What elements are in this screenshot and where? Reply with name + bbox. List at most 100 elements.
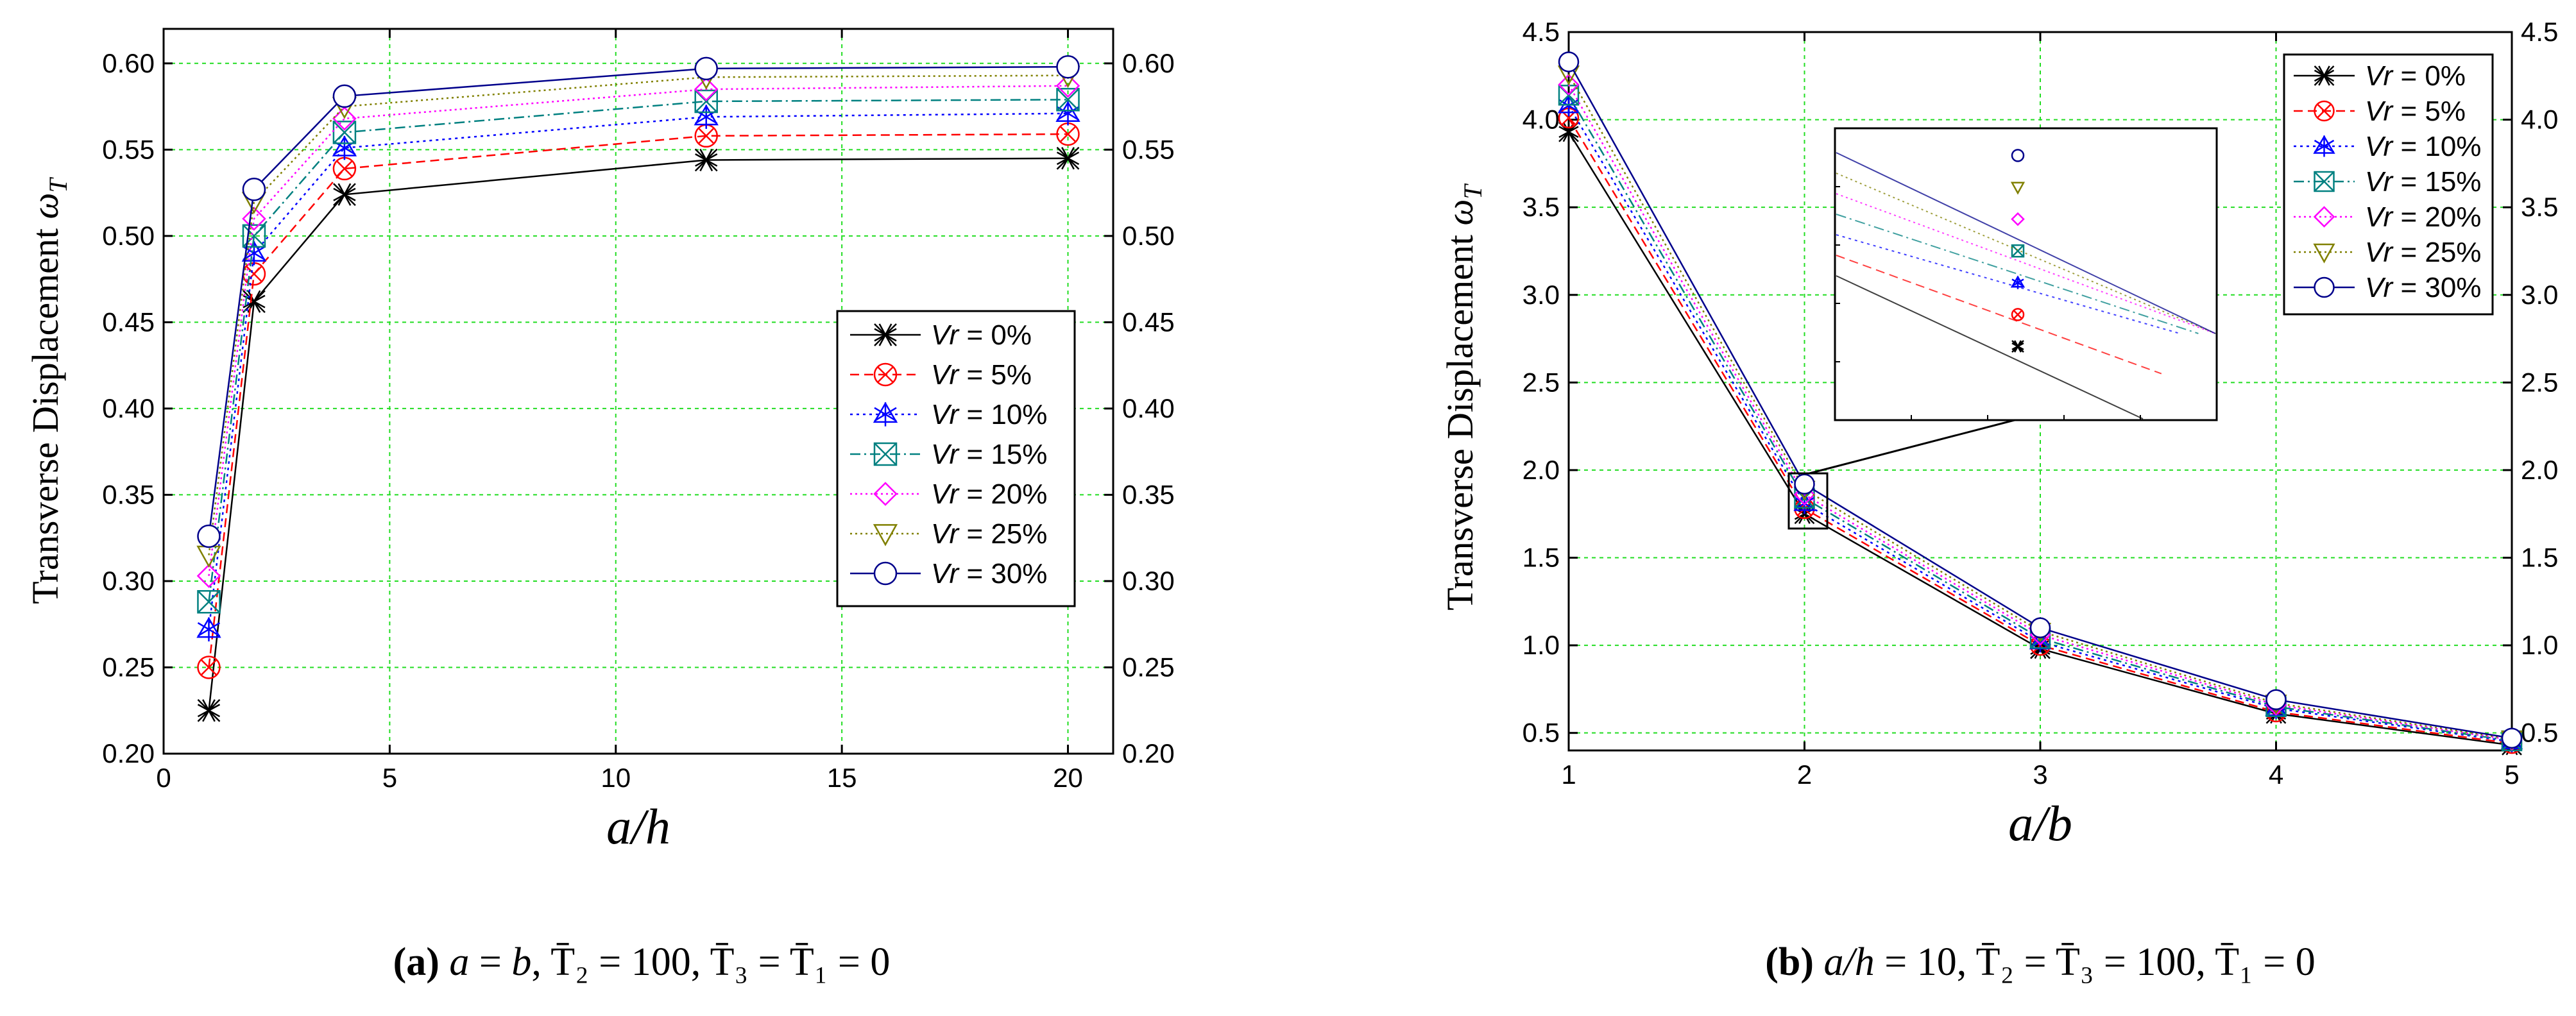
data-point — [332, 84, 357, 108]
y-tick-label-right: 3.0 — [2521, 280, 2558, 310]
y-tick-label: 1.5 — [1523, 543, 1560, 573]
panel-b-ticks: 1 2 3 4 50.5 0.51.0 1.01.5 1.52.0 2.02.5 2.53.0 3.… — [1523, 17, 2559, 790]
inset-series-line — [1836, 193, 2216, 334]
data-point — [197, 524, 221, 548]
y-tick-label: 2.0 — [1523, 455, 1560, 485]
legend-marker — [873, 442, 898, 466]
series-3 — [197, 88, 1080, 614]
data-point — [694, 89, 718, 114]
panel-a-y-axis-subscript: T — [44, 177, 73, 193]
legend-entry: Vr = 5% — [2294, 96, 2466, 127]
panel-b-inset-box — [1834, 127, 2218, 421]
y-tick-label: 3.5 — [1523, 192, 1560, 222]
series-2 — [196, 101, 1080, 641]
data-point — [332, 106, 357, 131]
legend-entry: Vr = 30% — [850, 558, 1047, 589]
legend-entry: Vr = 5% — [850, 359, 1032, 391]
legend-entry: Vr = 25% — [2294, 237, 2481, 268]
y-tick-label-right: 0.50 — [1122, 221, 1175, 251]
x-tick-label: 1 — [1561, 759, 1576, 790]
series-4 — [196, 74, 1080, 588]
series-line — [208, 133, 1068, 668]
data-point — [196, 616, 221, 641]
series-line — [1567, 105, 2512, 743]
y-tick-label-right: 1.0 — [2521, 630, 2558, 660]
legend-entry: Vr = 20% — [2294, 201, 2481, 233]
data-point — [333, 183, 356, 207]
panel-b-caption: (b) a/h = 10, T̄₂ = T̄₃ = 100, T̄₁ = 0 — [1765, 940, 2315, 984]
data-point — [196, 564, 221, 588]
data-point — [1794, 473, 1815, 495]
y-tick-label: 0.60 — [102, 48, 155, 78]
panel-a-y-axis-label: Transverse Displacement ωT — [24, 177, 73, 604]
inset-data-point — [2011, 149, 2025, 162]
legend-label: Vr = 20% — [2365, 201, 2481, 233]
panel-a-legend-box — [836, 310, 1076, 607]
panel-b-legend: Vr = 0% Vr = 5% Vr = 10% Vr = 15%Vr = 20% Vr… — [2283, 53, 2494, 316]
legend-label: Vr = 30% — [2365, 272, 2481, 303]
panel-b-y-axis-label-text: Transverse Displacement — [1439, 235, 1481, 611]
legend-entry: Vr = 0% — [2294, 60, 2466, 92]
inset-series-line — [1836, 173, 2216, 334]
y-tick-label: 1.0 — [1523, 630, 1560, 660]
panel-a-caption-part1: a — [449, 940, 469, 984]
inset-data-point — [2010, 275, 2026, 289]
data-point — [332, 121, 357, 144]
y-tick-label-right: 0.5 — [2521, 718, 2558, 748]
legend-label: Vr = 15% — [2365, 166, 2481, 198]
inset-series-line — [1836, 214, 2199, 334]
y-tick-label-right: 2.0 — [2521, 455, 2558, 485]
y-tick-label-right: 0.30 — [1122, 566, 1175, 596]
panel-b-y-axis-subscript: T — [1458, 183, 1487, 199]
series-line — [1567, 73, 2512, 740]
inset-series-line — [1836, 255, 2162, 375]
legend-marker — [873, 402, 898, 427]
y-tick-label-right: 3.5 — [2521, 192, 2558, 222]
legend-label: Vr = 0% — [931, 319, 1032, 351]
panel-b-y-axis-label: Transverse Displacement ωT — [1439, 183, 1487, 611]
panel-a-x-axis-label: a/h — [606, 799, 670, 854]
y-tick-label-right: 0.55 — [1122, 134, 1175, 164]
legend-label: Vr = 0% — [2365, 60, 2466, 92]
panel-b-zoom-region — [1787, 472, 1829, 530]
legend-label: Vr = 5% — [931, 359, 1032, 391]
legend-entry: Vr = 10% — [850, 399, 1047, 430]
y-tick-label-right: 0.20 — [1122, 738, 1175, 768]
panel-b: 1 2 3 4 50.5 0.51.0 1.01.5 1.52.0 2.02.5 2.53.0 3.… — [1439, 17, 2558, 851]
panel-a-series — [196, 55, 1080, 722]
y-tick-label: 0.25 — [102, 652, 155, 682]
series-line — [1567, 84, 2512, 741]
y-tick-label-right: 0.45 — [1122, 307, 1175, 337]
data-point — [242, 177, 266, 201]
y-tick-label: 2.5 — [1523, 367, 1560, 397]
legend-label: Vr = 30% — [931, 558, 1047, 589]
y-tick-label-right: 0.25 — [1122, 652, 1175, 682]
panel-b-inset — [1834, 127, 2218, 421]
y-tick-label: 0.50 — [102, 221, 155, 251]
legend-label: Vr = 20% — [931, 478, 1047, 510]
panel-a-caption-part4: , T̄₂ = 100, T̄₃ = T̄₁ = 0 — [531, 940, 890, 984]
y-tick-label: 3.0 — [1523, 280, 1560, 310]
x-tick-label: 5 — [2504, 759, 2519, 790]
data-point — [694, 56, 718, 81]
legend-marker — [873, 482, 898, 506]
data-point — [694, 148, 718, 172]
x-tick-label: 4 — [2269, 759, 2283, 790]
legend-marker — [874, 323, 897, 346]
y-tick-label-right: 2.5 — [2521, 367, 2558, 397]
legend-entry: Vr = 15% — [2294, 166, 2481, 198]
panel-b-zoom-connector — [1809, 419, 2015, 475]
legend-entry: Vr = 15% — [850, 439, 1047, 470]
panel-a-caption-label: (a) — [393, 940, 439, 984]
panel-b-y-axis-symbol: ω — [1439, 199, 1481, 226]
legend-entry: Vr = 0% — [850, 319, 1032, 351]
x-tick-label: 5 — [382, 763, 397, 793]
panel-a-legend: Vr = 0% Vr = 5% Vr = 10% Vr = 15% Vr = 20% Vr… — [836, 310, 1076, 607]
y-tick-label-right: 0.60 — [1122, 48, 1175, 78]
legend-entry: Vr = 10% — [2294, 131, 2481, 162]
inset-data-point — [2011, 212, 2025, 226]
legend-marker — [2314, 100, 2335, 122]
data-point — [197, 698, 221, 722]
data-point — [1558, 51, 1580, 72]
